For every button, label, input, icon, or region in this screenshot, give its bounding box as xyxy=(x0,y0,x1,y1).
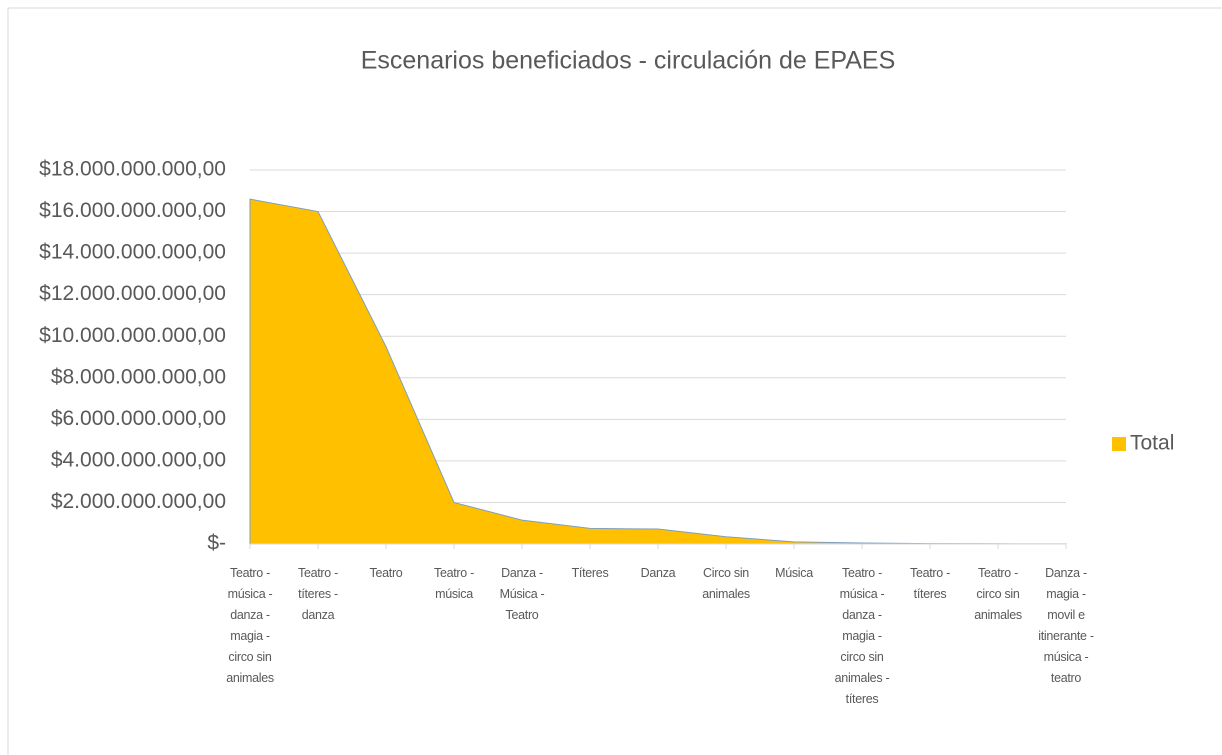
x-tick-label: Teatro - títeres - danza xyxy=(298,566,338,622)
x-tick-label: Danza xyxy=(640,566,676,580)
x-tick-label: Títeres xyxy=(571,566,609,580)
y-tick-label: $14.000.000.000,00 xyxy=(39,241,226,264)
y-tick-label: $- xyxy=(207,532,226,555)
y-tick-label: $4.000.000.000,00 xyxy=(51,448,226,471)
x-tick-label: Teatro - títeres xyxy=(910,566,950,601)
x-tick-label: Teatro - música xyxy=(434,566,474,601)
x-tick-label: Danza - Música - Teatro xyxy=(499,566,545,622)
y-tick-label: $12.000.000.000,00 xyxy=(39,282,226,305)
y-tick-label: $2.000.000.000,00 xyxy=(51,490,226,513)
x-tick-label: Música xyxy=(775,566,813,580)
legend-label: Total xyxy=(1130,432,1174,455)
x-tick-label: Danza - magia - movil e itinerante - mús… xyxy=(1038,566,1094,685)
y-tick-label: $6.000.000.000,00 xyxy=(51,407,226,430)
x-tick-label: Teatro xyxy=(369,566,403,580)
y-tick-label: $18.000.000.000,00 xyxy=(39,158,226,181)
legend-swatch xyxy=(1112,437,1126,451)
x-tick-label: Teatro - música - danza - magia - circo … xyxy=(834,566,890,706)
y-tick-label: $16.000.000.000,00 xyxy=(39,199,226,222)
chart-title: Escenarios beneficiados - circulación de… xyxy=(361,47,896,75)
x-tick-label: Circo sin animales xyxy=(702,566,750,601)
y-tick-label: $10.000.000.000,00 xyxy=(39,324,226,347)
y-tick-label: $8.000.000.000,00 xyxy=(51,365,226,388)
x-tick-label: Teatro - música - danza - magia - circo … xyxy=(226,566,274,685)
chart-frame xyxy=(7,7,1222,755)
x-tick-label: Teatro - circo sin animales xyxy=(974,566,1022,622)
